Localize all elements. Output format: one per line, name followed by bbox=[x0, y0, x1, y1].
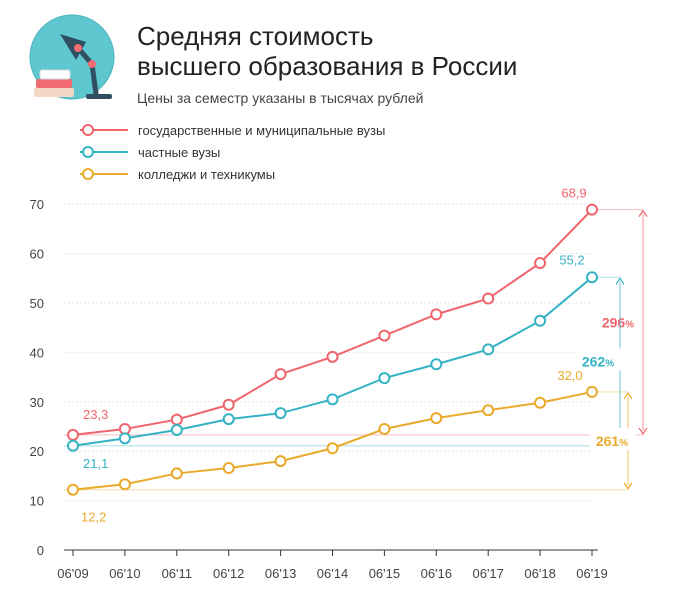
growth-percent-label: 261% bbox=[596, 433, 628, 449]
data-point bbox=[430, 308, 443, 321]
data-point bbox=[586, 385, 598, 398]
data-point bbox=[586, 271, 598, 284]
y-tick-label: 20 bbox=[30, 444, 44, 459]
growth-arrow-top bbox=[623, 391, 633, 400]
growth-label-bg bbox=[596, 309, 642, 332]
data-point bbox=[482, 343, 495, 356]
y-tick-label: 50 bbox=[30, 296, 44, 311]
data-point bbox=[326, 393, 339, 406]
growth-percent-unit: % bbox=[605, 359, 614, 370]
data-point bbox=[67, 483, 79, 496]
data-labels: 23,3 68,9 21,1 55,2 12,2 32,0 bbox=[81, 186, 587, 525]
data-point bbox=[482, 404, 495, 417]
last-value-label: 55,2 bbox=[559, 252, 584, 267]
data-point bbox=[378, 422, 391, 435]
y-tick-label: 10 bbox=[30, 494, 44, 509]
growth-label-bg bbox=[576, 348, 622, 371]
x-tick-label: 06'13 bbox=[265, 566, 296, 581]
y-tick-label: 40 bbox=[30, 345, 44, 360]
legend-marker bbox=[82, 124, 94, 136]
y-tick-label: 70 bbox=[30, 197, 44, 212]
data-point bbox=[430, 358, 443, 371]
x-tick-label: 06'11 bbox=[162, 566, 192, 581]
growth-arrow-top bbox=[615, 277, 625, 285]
x-tick-label: 06'15 bbox=[369, 566, 400, 581]
data-point bbox=[326, 350, 339, 363]
data-point bbox=[274, 455, 287, 468]
data-point bbox=[222, 413, 235, 426]
legend-label: государственные и муниципальные вузы bbox=[138, 123, 385, 138]
growth-percent-unit: % bbox=[619, 438, 628, 449]
x-tick-label: 06'14 bbox=[317, 566, 348, 581]
data-point bbox=[326, 442, 339, 455]
growth-label-bg bbox=[590, 427, 636, 450]
legend: государственные и муниципальные вузы част… bbox=[80, 123, 385, 182]
legend-label: частные вузы bbox=[138, 145, 220, 160]
chart-title-line-2: высшего образования в России bbox=[137, 51, 517, 81]
growth-percent-unit: % bbox=[625, 319, 634, 330]
first-value-label: 23,3 bbox=[83, 407, 108, 422]
data-point bbox=[378, 329, 391, 342]
data-point bbox=[118, 432, 131, 445]
x-tick-label: 06'09 bbox=[57, 566, 88, 581]
first-value-label: 12,2 bbox=[81, 510, 106, 525]
lamp-books-logo bbox=[29, 14, 115, 100]
data-point bbox=[222, 398, 235, 411]
data-point bbox=[67, 439, 79, 452]
x-tick-label: 06'16 bbox=[421, 566, 452, 581]
last-value-label: 32,0 bbox=[557, 368, 582, 383]
chart-subtitle: Цены за семестр указаны в тысячах рублей bbox=[137, 90, 423, 106]
data-point bbox=[170, 423, 183, 436]
data-point bbox=[534, 396, 547, 409]
data-point bbox=[534, 314, 547, 327]
data-point bbox=[118, 478, 131, 491]
growth-percent-number: 261 bbox=[596, 433, 620, 449]
data-point bbox=[378, 372, 391, 385]
first-value-label: 21,1 bbox=[83, 456, 108, 471]
growth-brackets: 296%262%261% bbox=[576, 209, 648, 490]
x-tick-label: 06'17 bbox=[472, 566, 503, 581]
data-point bbox=[67, 428, 79, 441]
y-tick-label: 0 bbox=[37, 543, 44, 558]
y-tick-label: 60 bbox=[30, 247, 44, 262]
last-value-label: 68,9 bbox=[561, 186, 586, 201]
data-point bbox=[274, 368, 287, 381]
legend-marker bbox=[82, 146, 94, 158]
growth-arrow-bottom bbox=[623, 482, 633, 490]
data-point bbox=[586, 203, 598, 216]
x-axis: 06'09 06'10 06'11 06'12 06'13 06'14 06'15 06'16… bbox=[57, 549, 608, 581]
x-tick-label: 06'12 bbox=[213, 566, 244, 581]
growth-percent-label: 262% bbox=[582, 354, 614, 370]
growth-arrow-bottom bbox=[638, 427, 648, 435]
series-line bbox=[72, 390, 593, 491]
y-tick-label: 30 bbox=[30, 395, 44, 410]
chart-title-line-1: Средняя стоимость bbox=[137, 21, 373, 51]
x-tick-label: 06'10 bbox=[109, 566, 140, 581]
data-point bbox=[534, 256, 547, 269]
legend-marker bbox=[82, 168, 94, 180]
x-tick-label: 06'18 bbox=[524, 566, 555, 581]
data-point bbox=[482, 292, 495, 305]
reference-lines bbox=[64, 209, 643, 491]
growth-percent-number: 262 bbox=[582, 354, 606, 370]
legend-label: колледжи и техникумы bbox=[138, 167, 275, 182]
y-grid: 0 10 20 30 40 50 60 70 bbox=[30, 197, 592, 558]
growth-arrow-top bbox=[638, 209, 648, 217]
data-point bbox=[170, 467, 183, 480]
data-point bbox=[274, 407, 287, 420]
data-point bbox=[430, 412, 443, 425]
data-point bbox=[170, 413, 183, 426]
x-tick-label: 06'19 bbox=[576, 566, 607, 581]
growth-percent-number: 296 bbox=[602, 314, 626, 330]
data-point bbox=[222, 461, 235, 474]
series-markers bbox=[67, 203, 598, 496]
